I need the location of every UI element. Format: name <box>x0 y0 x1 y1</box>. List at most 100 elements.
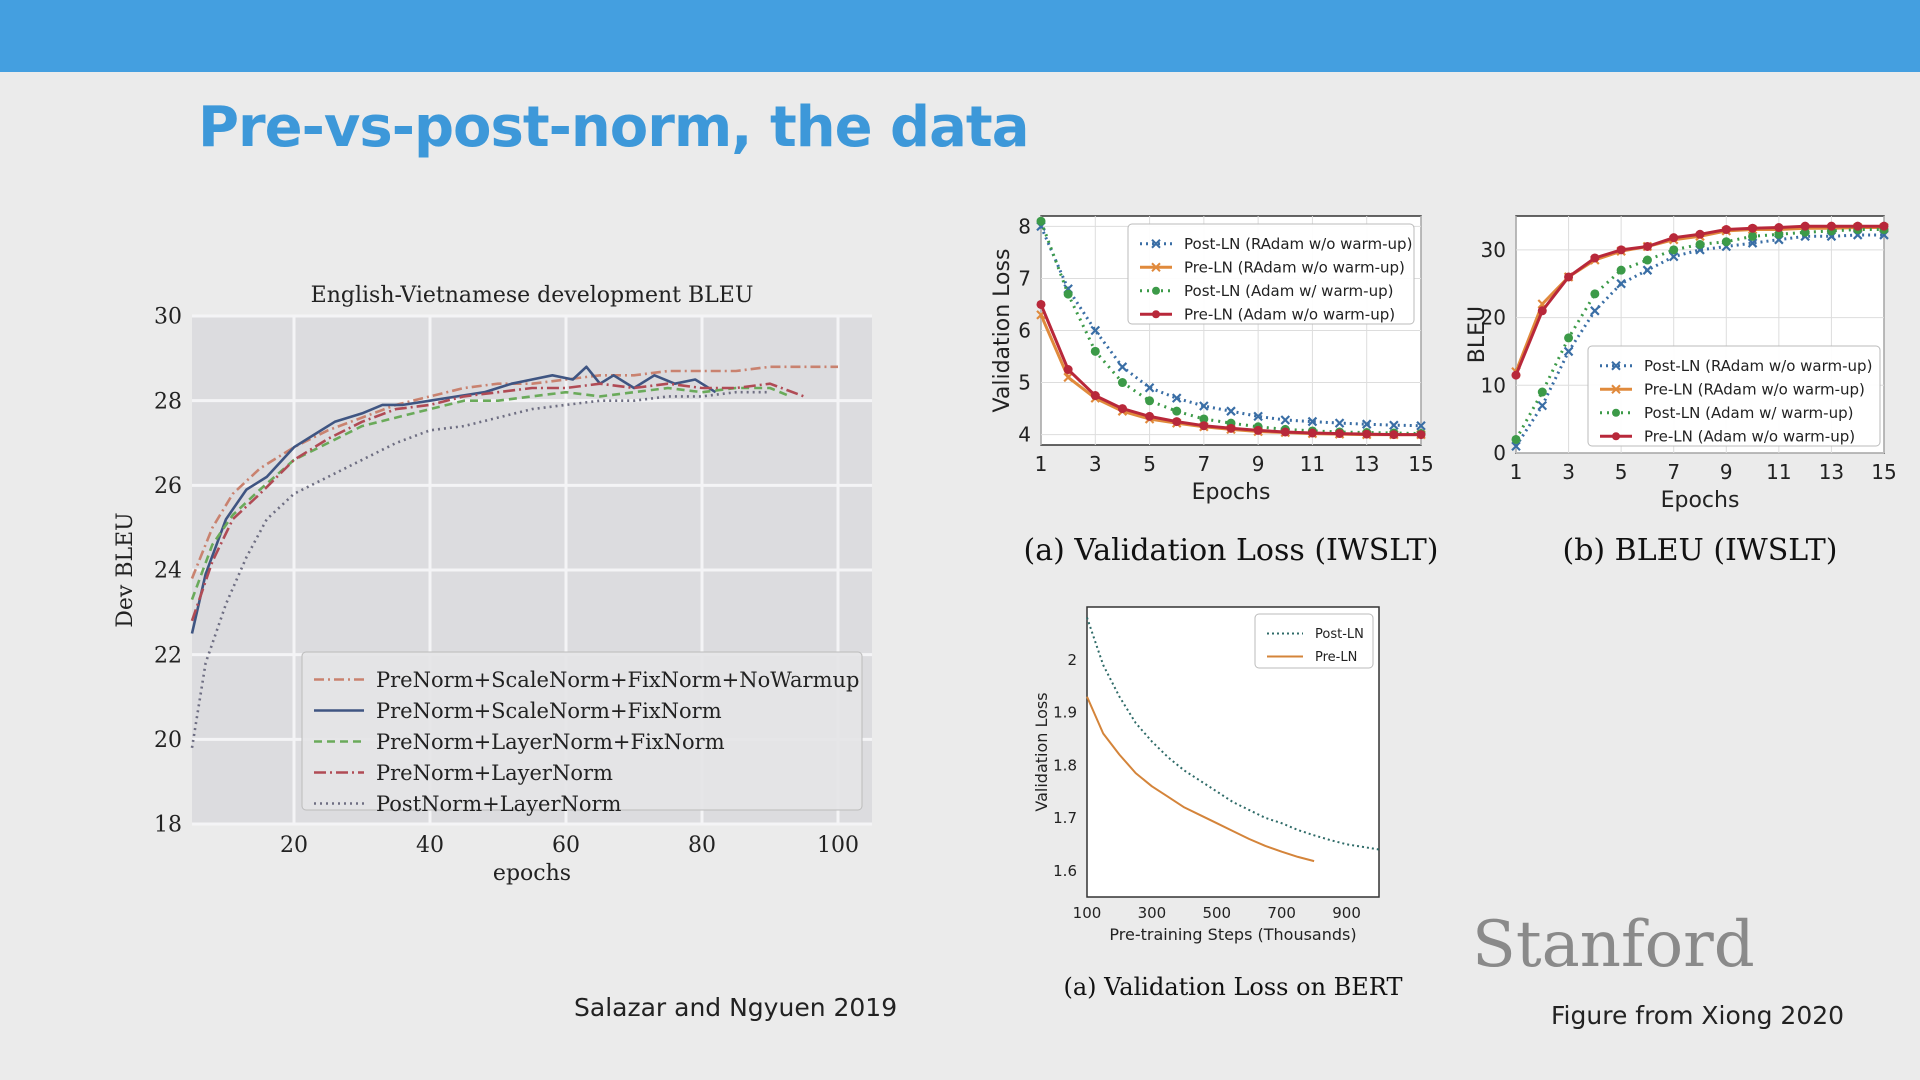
data-point <box>1144 382 1155 393</box>
y-tick-label: 18 <box>154 813 182 838</box>
x-tick-label: 300 <box>1138 904 1167 922</box>
chart-envi: 20 40 60 80 100 18 20 22 24 26 28 30 epochs Dev BLEU E… <box>113 283 872 886</box>
x-tick-label: 9 <box>1720 460 1733 484</box>
data-point <box>1642 255 1652 265</box>
data-point <box>1511 441 1521 452</box>
y-tick-label: 20 <box>1481 306 1506 330</box>
data-point <box>1695 239 1705 249</box>
y-axis-label: Validation Loss <box>990 249 1015 413</box>
chart-title: English-Vietnamese development BLEU <box>311 283 754 308</box>
x-tick-label: 15 <box>1408 452 1433 476</box>
data-point <box>1361 419 1372 429</box>
data-point <box>1721 225 1731 235</box>
legend-box <box>1127 223 1415 325</box>
data-point <box>1117 362 1128 372</box>
legend-marker <box>1152 310 1160 319</box>
data-point <box>1590 289 1600 299</box>
x-tick-label: 7 <box>1667 460 1680 484</box>
stanford-logo: Stanford <box>1472 908 1755 982</box>
legend-label: PreNorm+LayerNorm <box>376 761 613 785</box>
x-tick-label: 20 <box>280 833 308 858</box>
x-axis-label: Epochs <box>1661 488 1740 513</box>
credit-left: Salazar and Ngyuen 2019 <box>574 993 898 1022</box>
x-tick-label: 500 <box>1202 904 1231 922</box>
legend-label: Pre-LN (Adam w/o warm-up) <box>1644 428 1855 446</box>
data-point <box>1590 306 1600 316</box>
data-point <box>1590 253 1600 263</box>
data-point <box>1695 229 1705 239</box>
chart-caption: (b) BLEU (IWSLT) <box>1563 533 1838 568</box>
legend-box <box>1587 345 1881 447</box>
legend-label: PostNorm+LayerNorm <box>376 792 622 816</box>
data-point <box>1145 411 1155 421</box>
data-point <box>1616 245 1626 255</box>
data-point <box>1090 391 1100 401</box>
data-point <box>1511 434 1521 444</box>
y-tick-label: 0 <box>1493 441 1506 465</box>
legend-marker <box>1612 432 1620 441</box>
data-point <box>1748 223 1758 233</box>
x-axis-label: epochs <box>493 861 571 886</box>
data-point <box>1416 420 1426 431</box>
legend-label: PreNorm+LayerNorm+FixNorm <box>376 730 725 754</box>
data-point <box>1090 346 1100 356</box>
data-point <box>1511 370 1521 380</box>
data-point <box>1199 401 1209 411</box>
data-point <box>1253 425 1263 435</box>
data-point <box>1721 237 1731 247</box>
data-point <box>1307 416 1318 427</box>
credit-right: Figure from Xiong 2020 <box>1551 1001 1845 1030</box>
x-tick-label: 9 <box>1252 452 1265 476</box>
slide-title: Pre-vs-post-norm, the data <box>198 95 1029 160</box>
data-point <box>1253 411 1263 422</box>
data-point <box>1117 404 1127 414</box>
data-point <box>1172 417 1182 427</box>
data-point <box>1747 238 1758 248</box>
y-tick-label: 1.9 <box>1053 704 1077 722</box>
data-point <box>1199 414 1209 424</box>
data-point <box>1537 400 1548 411</box>
data-point <box>1669 233 1679 243</box>
data-point <box>1537 306 1547 316</box>
series-line-prenorm-scalenorm-fixnorm-nowarmup <box>190 365 838 579</box>
legend-label: Post-LN (RAdam w/o warm-up) <box>1644 357 1872 375</box>
legend-marker <box>1611 361 1621 371</box>
data-point <box>1280 415 1291 425</box>
x-tick-label: 11 <box>1300 452 1325 476</box>
x-axis-label: Epochs <box>1192 480 1271 505</box>
y-axis-label: BLEU <box>1465 306 1490 363</box>
data-point <box>1334 418 1345 428</box>
data-point <box>1669 245 1679 255</box>
series-line-post-ln <box>1086 617 1380 851</box>
y-tick-label: 20 <box>154 728 182 753</box>
y-tick-label: 30 <box>154 305 182 330</box>
y-tick-label: 1.7 <box>1053 809 1077 827</box>
x-tick-label: 3 <box>1089 452 1102 476</box>
legend-label: Pre-LN (Adam w/o warm-up) <box>1184 306 1395 324</box>
x-tick-label: 7 <box>1197 452 1210 476</box>
legend: Post-LN (RAdam w/o warm-up) Pre-LN (RAdam… <box>1587 345 1881 447</box>
x-tick-label: 100 <box>1073 904 1102 922</box>
chart-bert_loss: 100 300 500 700 900 1.6 1.7 1.8 1.9 2 Pre-training… <box>1032 606 1402 1001</box>
x-tick-label: 1 <box>1510 460 1523 484</box>
data-point <box>1036 216 1046 226</box>
x-tick-label: 700 <box>1267 904 1296 922</box>
data-point <box>1800 221 1810 231</box>
legend: PreNorm+ScaleNorm+FixNorm+NoWarmup PreNor… <box>301 651 863 816</box>
data-point <box>1416 430 1426 440</box>
data-point <box>1564 272 1574 282</box>
x-tick-label: 5 <box>1615 460 1628 484</box>
y-tick-label: 10 <box>1481 373 1506 397</box>
data-point <box>1616 278 1626 289</box>
data-point <box>1362 429 1372 439</box>
data-point <box>1642 241 1652 251</box>
x-tick-label: 15 <box>1871 460 1896 484</box>
y-tick-label: 7 <box>1018 266 1031 290</box>
legend-label: Post-LN (RAdam w/o warm-up) <box>1184 235 1412 253</box>
data-point <box>1616 265 1626 275</box>
y-tick-label: 5 <box>1018 371 1031 395</box>
data-point <box>1280 427 1290 437</box>
